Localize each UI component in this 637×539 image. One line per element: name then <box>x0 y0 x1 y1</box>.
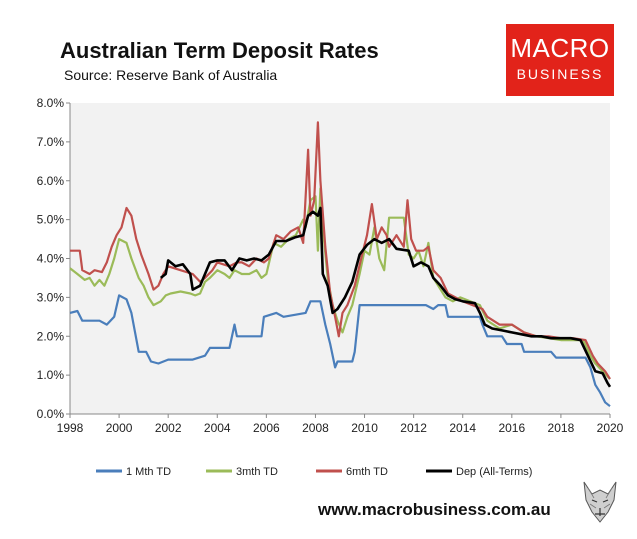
series-line-4 <box>159 206 612 388</box>
legend-label: 1 Mth TD <box>126 466 171 478</box>
legend-item: Dep (All-Terms) <box>426 466 532 478</box>
legend: 1 Mth TD 3mth TD 6mth TD Dep (All-Terms) <box>96 466 532 478</box>
x-tick-label: 2020 <box>597 421 624 435</box>
x-tick-label: 1998 <box>57 421 84 435</box>
y-tick-label: 3.0% <box>37 290 65 304</box>
legend-label: 3mth TD <box>236 466 278 478</box>
x-tick-label: 2006 <box>253 421 280 435</box>
x-tick-label: 2002 <box>155 421 182 435</box>
chart-source: Source: Reserve Bank of Australia <box>64 67 278 83</box>
x-tick-label: 2010 <box>351 421 378 435</box>
plot-area <box>70 103 610 414</box>
legend-item: 3mth TD <box>206 466 278 478</box>
website-url: www.macrobusiness.com.au <box>318 500 551 519</box>
legend-label: 6mth TD <box>346 466 388 478</box>
y-tick-label: 0.0% <box>37 407 65 421</box>
y-tick-label: 5.0% <box>37 213 65 227</box>
y-tick-label: 2.0% <box>37 329 65 343</box>
legend-item: 6mth TD <box>316 466 388 478</box>
x-tick-label: 2016 <box>498 421 525 435</box>
y-tick-label: 1.0% <box>37 368 65 382</box>
macrobusiness-logo: MACRO BUSINESS <box>506 24 614 96</box>
x-tick-label: 2004 <box>204 421 231 435</box>
y-tick-label: 6.0% <box>37 174 65 188</box>
y-axis: 0.0% 1.0% 2.0% 3.0% 4.0% 5.0% 6.0% 7.0% 8.0% <box>37 96 71 421</box>
chart-title: Australian Term Deposit Rates <box>60 38 379 63</box>
legend-item: 1 Mth TD <box>96 466 171 478</box>
x-tick-label: 2000 <box>106 421 133 435</box>
x-tick-label: 2014 <box>449 421 476 435</box>
y-tick-label: 8.0% <box>37 96 65 110</box>
legend-label: Dep (All-Terms) <box>456 466 532 478</box>
series-line-1 <box>69 294 611 408</box>
logo-line-1: MACRO <box>510 33 610 63</box>
x-axis: 1998 2000 2002 2004 2006 2008 2010 2012 2014 2016… <box>57 413 624 435</box>
x-tick-label: 2018 <box>548 421 575 435</box>
y-tick-label: 7.0% <box>37 135 65 149</box>
logo-line-2: BUSINESS <box>516 66 604 82</box>
series-layer <box>69 121 612 408</box>
wolf-logo-icon <box>580 478 620 524</box>
x-tick-label: 2012 <box>400 421 427 435</box>
x-tick-label: 2008 <box>302 421 329 435</box>
y-tick-label: 4.0% <box>37 252 65 266</box>
